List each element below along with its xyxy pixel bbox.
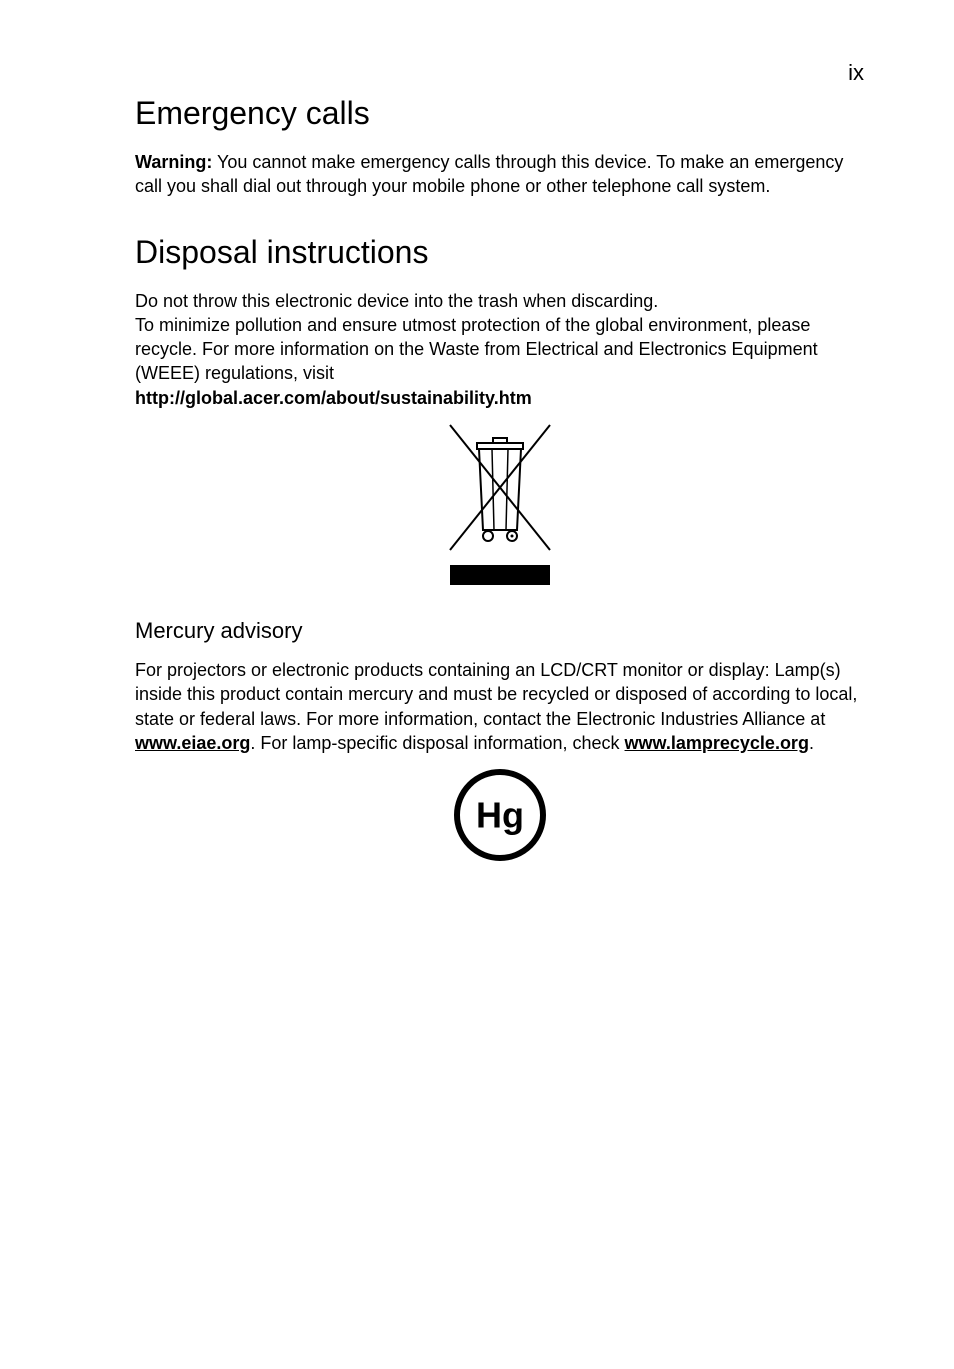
page-number: ix: [848, 60, 864, 86]
weee-bin-icon: [425, 420, 575, 590]
weee-icon-container: [135, 420, 864, 590]
mercury-link-lamprecycle: www.lamprecycle.org: [625, 733, 809, 753]
disposal-link: http://global.acer.com/about/sustainabil…: [135, 388, 532, 408]
mercury-body-part3: .: [809, 733, 814, 753]
mercury-body-part1: For projectors or electronic products co…: [135, 660, 857, 729]
disposal-section: Disposal instructions Do not throw this …: [135, 234, 864, 866]
warning-label: Warning:: [135, 152, 212, 172]
hg-icon-container: Hg: [135, 765, 864, 865]
mercury-body: For projectors or electronic products co…: [135, 658, 864, 755]
mercury-hg-icon: Hg: [450, 765, 550, 865]
mercury-heading: Mercury advisory: [135, 618, 864, 644]
emergency-body-text: You cannot make emergency calls through …: [135, 152, 843, 196]
emergency-calls-section: Emergency calls Warning: You cannot make…: [135, 95, 864, 199]
emergency-heading: Emergency calls: [135, 95, 864, 132]
mercury-body-part2: . For lamp-specific disposal information…: [250, 733, 624, 753]
emergency-body: Warning: You cannot make emergency calls…: [135, 150, 864, 199]
mercury-link-eiae: www.eiae.org: [135, 733, 250, 753]
disposal-body: Do not throw this electronic device into…: [135, 289, 864, 410]
disposal-heading: Disposal instructions: [135, 234, 864, 271]
disposal-body-text: Do not throw this electronic device into…: [135, 291, 818, 384]
hg-text: Hg: [476, 795, 524, 836]
